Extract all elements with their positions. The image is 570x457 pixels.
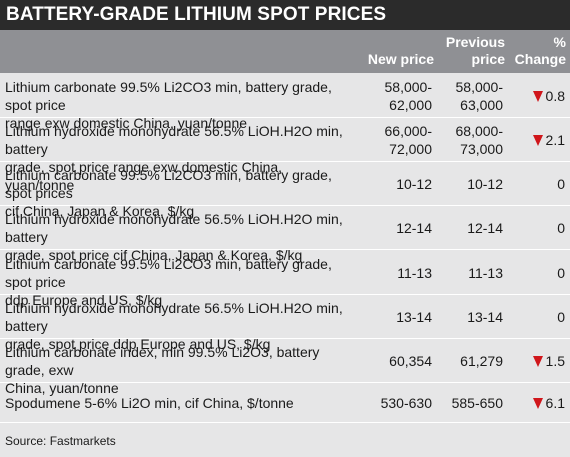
change-number: 1.5 <box>545 353 565 369</box>
change-number: 6.1 <box>545 395 565 411</box>
change-number: 0.8 <box>545 88 565 104</box>
new-price-value: 10-12 <box>396 176 432 192</box>
row-description-line2: grade, spot price cif China, Japan & Kor… <box>5 247 303 263</box>
previous-price-value-line2: 73,000 <box>460 141 503 157</box>
table-body: Lithium carbonate 99.5% Li2CO3 min, batt… <box>0 73 570 423</box>
previous-price-value: 12-14 <box>467 220 503 236</box>
new-price-value: 12-14 <box>396 220 432 236</box>
change-value: 1.5 <box>505 352 565 370</box>
new-price-value: 13-14 <box>396 309 432 325</box>
row-description-line1: Lithium carbonate 99.5% Li2CO3 min, batt… <box>5 256 332 290</box>
table-header: New price Previous price % Change <box>0 30 570 73</box>
row-description-line1: Lithium hydroxide monohydrate 56.5% LiOH… <box>5 300 343 334</box>
header-previous-line2: price <box>471 51 505 67</box>
table-row: Lithium hydroxide monohydrate 56.5% LiOH… <box>0 118 570 193</box>
previous-price-value: 68,000- 73,000 <box>433 122 503 158</box>
row-description: Lithium hydroxide monohydrate 56.5% LiOH… <box>5 210 353 264</box>
previous-price-value: 61,279 <box>460 353 503 369</box>
row-description-line1: Lithium hydroxide monohydrate 56.5% LiOH… <box>5 123 343 157</box>
row-description-line1: Lithium carbonate index, min 99.5% Li2O3… <box>5 344 320 378</box>
previous-price-value: 11-13 <box>468 265 503 281</box>
new-price-value-line2: 62,000 <box>389 97 432 113</box>
header-change-line2: Change <box>514 51 566 67</box>
change-value: 0 <box>505 219 565 237</box>
change-number: 0 <box>557 265 565 281</box>
change-value: 0.8 <box>505 87 565 105</box>
new-price-value: 66,000- 72,000 <box>362 122 432 158</box>
previous-price-value: 10-12 <box>467 176 503 192</box>
row-description: Lithium hydroxide monohydrate 56.5% LiOH… <box>5 122 353 194</box>
source-note: Source: Fastmarkets <box>5 434 116 448</box>
table-row: Lithium hydroxide monohydrate 56.5% LiOH… <box>0 206 570 263</box>
row-description-line2: China, yuan/tonne <box>5 380 119 396</box>
table-row: Lithium carbonate 99.5% Li2CO3 min, batt… <box>0 162 570 219</box>
previous-price-value-line1: 58,000- <box>455 79 503 95</box>
row-description: Lithium carbonate index, min 99.5% Li2O3… <box>5 343 353 397</box>
header-previous-line1: Previous <box>445 34 505 50</box>
change-number: 0 <box>557 176 565 192</box>
table-row: Lithium carbonate 99.5% Li2CO3 min, batt… <box>0 73 570 131</box>
table-row: Spodumene 5-6% Li2O min, cif China, $/to… <box>0 383 570 423</box>
row-description: Lithium carbonate 99.5% Li2CO3 min, batt… <box>5 166 353 220</box>
row-description-line2: grade, spot price ddp Europe and US, $/k… <box>5 336 271 352</box>
header-change-line1: % <box>553 34 566 50</box>
new-price-value: 11-13 <box>397 265 432 281</box>
header-previous-price: Previous price <box>435 34 505 68</box>
row-description-line2: range exw domestic China, yuan/tonne <box>5 115 248 131</box>
row-description: Lithium carbonate 99.5% Li2CO3 min, batt… <box>5 255 353 309</box>
table-row: Lithium hydroxide monohydrate 56.5% LiOH… <box>0 295 570 352</box>
change-value: 0 <box>505 264 565 282</box>
previous-price-value-line2: 63,000 <box>460 97 503 113</box>
new-price-value-line1: 58,000- <box>384 79 432 95</box>
row-description-line2: grade, spot price range exw domestic Chi… <box>5 159 283 193</box>
down-triangle-icon <box>532 356 543 367</box>
table-title: BATTERY-GRADE LITHIUM SPOT PRICES <box>0 0 570 30</box>
change-number: 0 <box>557 309 565 325</box>
change-number: 0 <box>557 220 565 236</box>
row-description-line1: Lithium carbonate 99.5% Li2CO3 min, batt… <box>5 167 332 201</box>
row-description-line2: cif China, Japan & Korea, $/kg <box>5 203 195 219</box>
previous-price-value: 58,000- 63,000 <box>433 78 503 114</box>
table-row: Lithium carbonate index, min 99.5% Li2O3… <box>0 339 570 396</box>
row-description-line1: Lithium carbonate 99.5% Li2CO3 min, batt… <box>5 79 332 113</box>
row-description: Spodumene 5-6% Li2O min, cif China, $/to… <box>5 394 353 412</box>
header-change: % Change <box>511 34 566 68</box>
previous-price-value: 585-650 <box>451 395 503 411</box>
row-description: Lithium carbonate 99.5% Li2CO3 min, batt… <box>5 78 353 132</box>
change-value: 2.1 <box>505 131 565 149</box>
down-triangle-icon <box>532 398 543 409</box>
new-price-value: 60,354 <box>389 353 432 369</box>
new-price-value: 530-630 <box>380 395 432 411</box>
previous-price-value: 13-14 <box>467 309 503 325</box>
down-triangle-icon <box>532 91 543 102</box>
down-triangle-icon <box>532 135 543 146</box>
change-value: 6.1 <box>505 394 565 412</box>
new-price-value-line2: 72,000 <box>389 141 432 157</box>
previous-price-value-line1: 68,000- <box>455 123 503 139</box>
row-description-line1: Lithium hydroxide monohydrate 56.5% LiOH… <box>5 211 343 245</box>
change-number: 2.1 <box>545 132 565 148</box>
header-new-price: New price <box>367 51 434 67</box>
table-row: Lithium carbonate 99.5% Li2CO3 min, batt… <box>0 250 570 308</box>
new-price-value-line1: 66,000- <box>384 123 432 139</box>
row-description-line2: ddp Europe and US, $/kg <box>5 292 163 308</box>
row-description-line1: Spodumene 5-6% Li2O min, cif China, $/to… <box>5 395 294 411</box>
row-description: Lithium hydroxide monohydrate 56.5% LiOH… <box>5 299 353 353</box>
change-value: 0 <box>505 308 565 326</box>
new-price-value: 58,000- 62,000 <box>362 78 432 114</box>
change-value: 0 <box>505 175 565 193</box>
